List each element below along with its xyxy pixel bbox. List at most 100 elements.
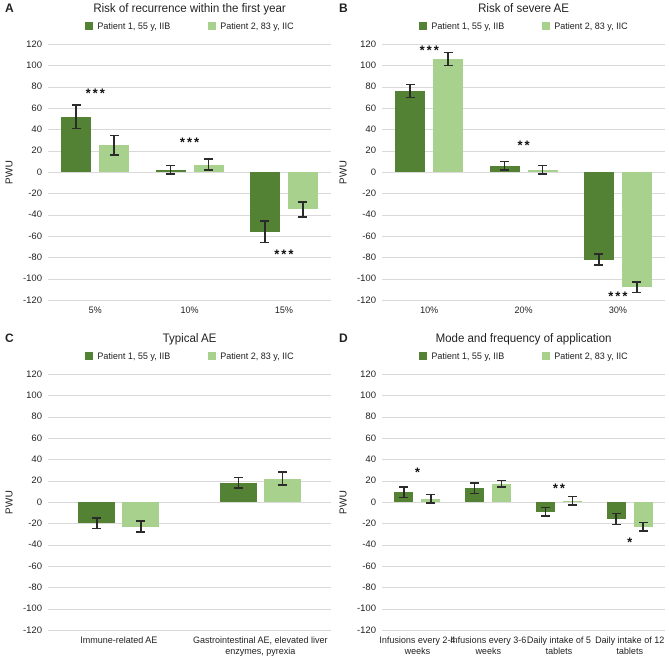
gridline	[48, 566, 331, 567]
error-bar-cap	[71, 127, 81, 130]
gridline	[382, 129, 665, 131]
error-bar-cap	[109, 134, 119, 137]
legend-swatch-patient1-icon	[419, 22, 428, 30]
gridline	[382, 257, 665, 259]
significance-stars: ***	[179, 134, 202, 150]
gridline	[48, 480, 331, 482]
x-category-label: Gastrointestinal AE, elevated liver enzy…	[192, 635, 328, 657]
gridline	[48, 630, 331, 631]
legend-label-patient1: Patient 1, 55 y, IIB	[97, 21, 171, 31]
y-tick-label: -40	[362, 539, 376, 551]
panel-letter: D	[339, 331, 348, 345]
gridline	[48, 214, 331, 216]
gridline	[382, 214, 665, 216]
y-tick-label: -20	[362, 517, 376, 529]
y-tick-label: 0	[36, 166, 42, 178]
error-bar	[140, 521, 142, 532]
error-bar	[615, 513, 617, 525]
significance-stars: ***	[85, 85, 107, 101]
y-tick-label: 80	[365, 81, 376, 93]
gridline	[382, 587, 665, 589]
gridline	[382, 86, 665, 88]
y-tick-label: -100	[22, 273, 42, 285]
error-bar	[447, 52, 449, 66]
gridline	[382, 374, 665, 375]
legend-item-patient2: Patient 2, 83 y, IIC	[542, 21, 628, 31]
legend-swatch-patient2-icon	[208, 22, 217, 30]
x-category-label: 10%	[420, 305, 439, 315]
gridline	[48, 300, 331, 301]
error-bar	[207, 159, 210, 170]
legend: Patient 1, 55 y, IIB Patient 2, 83 y, II…	[48, 21, 331, 31]
legend-item-patient1: Patient 1, 55 y, IIB	[85, 21, 170, 31]
gridline	[382, 278, 665, 280]
panel-d: D Mode and frequency of application Pati…	[334, 330, 669, 660]
y-tick-label: 100	[26, 389, 42, 401]
error-bar-cap	[405, 83, 415, 86]
gridline	[48, 129, 331, 131]
error-bar-cap	[443, 64, 453, 67]
y-tick-label: -80	[362, 251, 376, 263]
error-bar-cap	[92, 517, 102, 519]
y-tick-label: 100	[26, 59, 42, 71]
error-bar-cap	[166, 173, 175, 175]
plot-area: 120 100 80 60 40 20 0 -20 -40 -60 -80 -100 -120 Infus…	[357, 369, 665, 656]
panel-b: B Risk of severe AE Patient 1, 55 y, IIB…	[334, 0, 669, 330]
error-bar-cap	[567, 504, 577, 506]
gridline	[382, 630, 665, 631]
error-bar	[281, 472, 283, 485]
gridline	[48, 374, 331, 375]
error-bar	[544, 507, 547, 516]
y-tick-label: -100	[356, 273, 376, 285]
error-bar-cap	[538, 173, 547, 175]
error-bar-cap	[594, 264, 604, 266]
y-tick-label: 120	[360, 38, 376, 50]
gridline	[382, 236, 665, 237]
error-bar	[409, 84, 411, 98]
gridline	[382, 193, 665, 195]
gridline	[382, 416, 665, 418]
error-bar-cap	[298, 216, 308, 218]
error-bar	[430, 494, 432, 503]
y-tick-label: -100	[356, 603, 376, 615]
legend-swatch-patient1-icon	[85, 22, 94, 30]
error-bar-cap	[426, 502, 436, 504]
error-bar-cap	[405, 96, 415, 99]
legend-swatch-patient1-icon	[85, 352, 94, 360]
panel-letter: A	[5, 1, 14, 15]
y-tick-label: 120	[26, 38, 42, 50]
plot-area: 120 100 80 60 40 20 0 -20 -40 -60 -80 -100 -120 Immun…	[23, 369, 331, 656]
error-bar-cap	[233, 487, 243, 489]
legend: Patient 1, 55 y, IIB Patient 2, 83 y, II…	[382, 351, 665, 361]
y-tick-label: -40	[362, 209, 376, 221]
error-bar-cap	[497, 486, 507, 488]
error-bar	[473, 482, 476, 494]
bar-patient2	[633, 502, 653, 527]
gridline	[48, 257, 331, 259]
error-bar-cap	[92, 527, 102, 530]
error-bar-cap	[233, 476, 243, 479]
panel-title: Risk of severe AE	[478, 3, 569, 15]
x-category-label: Infusions every 2-4 weeks	[379, 635, 456, 657]
legend-item-patient2: Patient 2, 83 y, IIC	[208, 21, 294, 31]
error-bar-cap	[497, 479, 507, 482]
gridline	[382, 480, 665, 482]
panel-title: Mode and frequency of application	[435, 333, 612, 345]
bar-patient2	[492, 483, 512, 502]
error-bar	[113, 135, 115, 155]
y-tick-label: 0	[36, 496, 42, 508]
legend-item-patient2: Patient 2, 83 y, IIC	[542, 351, 628, 361]
error-bar-cap	[277, 484, 287, 486]
error-bar	[636, 281, 638, 293]
gridline	[48, 502, 331, 503]
panel-letter: C	[5, 331, 14, 345]
significance-stars: *	[627, 534, 635, 549]
y-tick-label: -120	[356, 294, 376, 306]
gridline	[48, 438, 331, 439]
x-category-label: 30%	[608, 305, 627, 315]
y-tick-label: 60	[365, 102, 376, 114]
gridline	[382, 502, 665, 503]
error-bar-cap	[443, 51, 453, 54]
error-bar-cap	[540, 515, 550, 517]
